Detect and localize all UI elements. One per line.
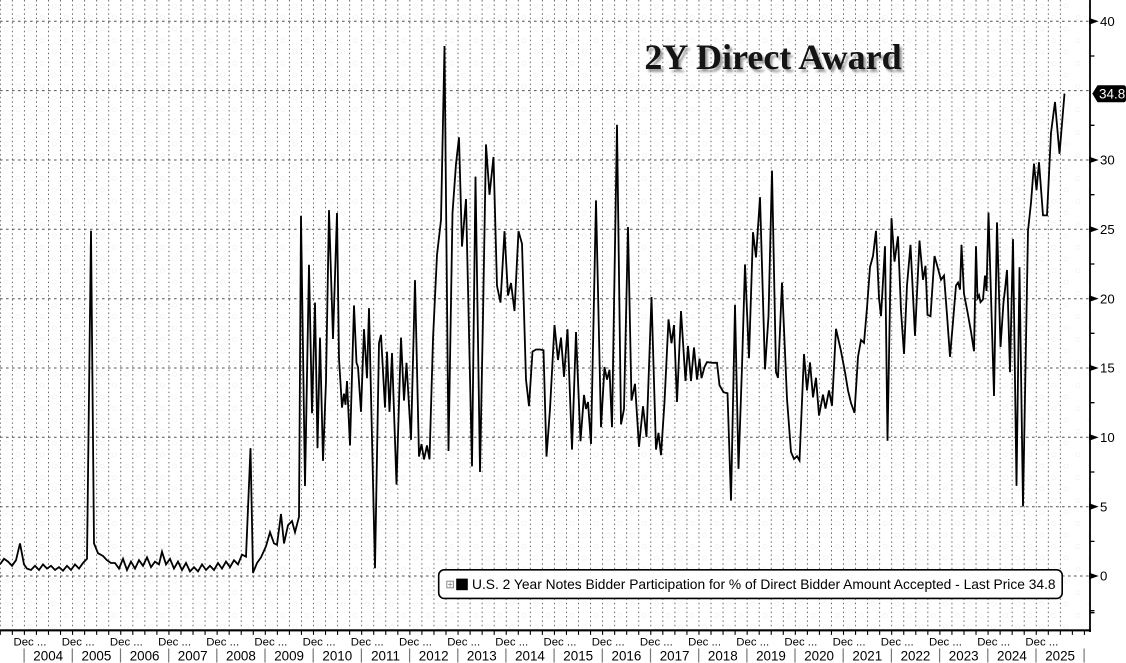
svg-text:2010: 2010 bbox=[322, 649, 352, 663]
svg-text:2004: 2004 bbox=[33, 649, 63, 663]
svg-text:Dec ...: Dec ... bbox=[399, 637, 432, 649]
svg-text:Dec ...: Dec ... bbox=[303, 637, 336, 649]
svg-text:Dec ...: Dec ... bbox=[640, 637, 673, 649]
svg-text:2021: 2021 bbox=[852, 649, 882, 663]
svg-text:2024: 2024 bbox=[997, 649, 1027, 663]
svg-text:Dec ...: Dec ... bbox=[14, 637, 47, 649]
svg-text:2011: 2011 bbox=[371, 649, 400, 663]
svg-text:Dec ...: Dec ... bbox=[158, 637, 191, 649]
svg-text:Dec ...: Dec ... bbox=[254, 637, 287, 649]
svg-text:Dec ...: Dec ... bbox=[929, 637, 962, 649]
svg-text:30: 30 bbox=[1100, 153, 1115, 168]
svg-text:2007: 2007 bbox=[178, 649, 208, 663]
svg-text:Dec ...: Dec ... bbox=[110, 637, 143, 649]
svg-text:Dec ...: Dec ... bbox=[833, 637, 866, 649]
svg-text:Dec ...: Dec ... bbox=[736, 637, 769, 649]
svg-text:2013: 2013 bbox=[467, 649, 497, 663]
svg-text:2005: 2005 bbox=[82, 649, 112, 663]
svg-text:Dec ...: Dec ... bbox=[447, 637, 480, 649]
svg-text:2020: 2020 bbox=[804, 649, 834, 663]
svg-text:Dec ...: Dec ... bbox=[592, 637, 625, 649]
svg-text:Dec ...: Dec ... bbox=[544, 637, 577, 649]
svg-text:2022: 2022 bbox=[901, 649, 931, 663]
svg-text:2009: 2009 bbox=[274, 649, 304, 663]
svg-text:Dec ...: Dec ... bbox=[1025, 637, 1058, 649]
svg-text:2012: 2012 bbox=[419, 649, 449, 663]
svg-text:40: 40 bbox=[1100, 14, 1115, 29]
svg-text:Dec ...: Dec ... bbox=[495, 637, 528, 649]
svg-text:2Y Direct Award: 2Y Direct Award bbox=[644, 37, 901, 77]
svg-text:2015: 2015 bbox=[563, 649, 593, 663]
svg-text:2Y Direct Award: 2Y Direct Award bbox=[647, 40, 904, 80]
svg-text:2016: 2016 bbox=[612, 649, 642, 663]
svg-text:2025: 2025 bbox=[1045, 649, 1075, 663]
svg-text:Dec ...: Dec ... bbox=[881, 637, 914, 649]
svg-text:15: 15 bbox=[1100, 361, 1115, 376]
svg-text:25: 25 bbox=[1100, 222, 1115, 237]
svg-text:Dec ...: Dec ... bbox=[977, 637, 1010, 649]
svg-text:Dec ...: Dec ... bbox=[62, 637, 95, 649]
svg-text:2017: 2017 bbox=[660, 649, 690, 663]
svg-text:2014: 2014 bbox=[515, 649, 545, 663]
svg-text:Dec ...: Dec ... bbox=[206, 637, 239, 649]
svg-text:34.8: 34.8 bbox=[1099, 87, 1125, 102]
svg-text:2023: 2023 bbox=[949, 649, 979, 663]
svg-text:10: 10 bbox=[1100, 430, 1115, 445]
svg-text:2006: 2006 bbox=[130, 649, 160, 663]
svg-text:2019: 2019 bbox=[756, 649, 786, 663]
svg-text:2018: 2018 bbox=[708, 649, 738, 663]
svg-text:Dec ...: Dec ... bbox=[688, 637, 721, 649]
svg-text:0: 0 bbox=[1100, 569, 1107, 584]
svg-text:U.S. 2 Year Notes Bidder Parti: U.S. 2 Year Notes Bidder Participation f… bbox=[472, 577, 1056, 592]
svg-text:20: 20 bbox=[1100, 291, 1115, 306]
svg-text:Dec ...: Dec ... bbox=[351, 637, 384, 649]
svg-text:5: 5 bbox=[1100, 499, 1107, 514]
svg-text:2008: 2008 bbox=[226, 649, 256, 663]
svg-text:Dec ...: Dec ... bbox=[784, 637, 817, 649]
